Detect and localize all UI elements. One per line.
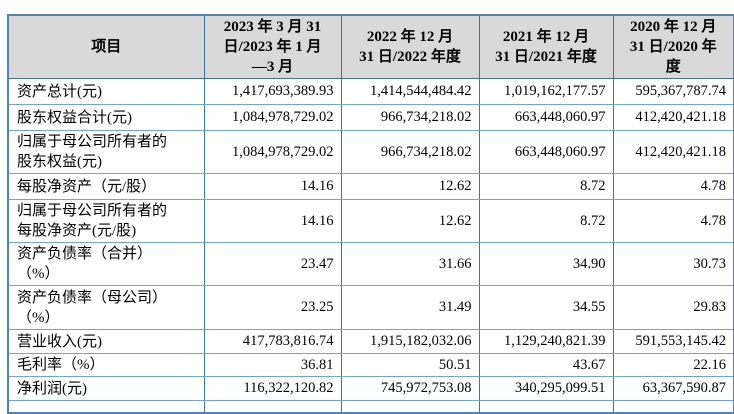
value-cell: 1,129,240,821.39 [478, 329, 614, 354]
value-cell: 63,367,590.87 [612, 376, 734, 401]
value-cell highlighted: 745,972,753.08 [340, 376, 480, 401]
value-cell: 34.90 [478, 242, 614, 286]
value-cell: 31.49 [340, 285, 480, 330]
value-cell: 23.47 [203, 242, 342, 286]
column-header-2022: 2022 年 12 月 31 日/2022 年度 [340, 14, 480, 79]
value-cell: 43.67 [478, 353, 614, 377]
table-row: 资产负债率（母公司） （%） 23.25 31.49 34.55 29.83 [7, 285, 734, 330]
value-cell: 50.51 [340, 353, 480, 377]
financial-table: 项目 2023 年 3 月 31 日/2023 年 1 月 —3 月 2022 … [7, 14, 734, 414]
row-label: 毛利率（%） [7, 353, 205, 377]
value-cell: 1,084,978,729.02 [203, 130, 342, 174]
row-label: 股东权益合计(元) [7, 104, 205, 131]
table-row: 净利润(元) 116,322,120.82 745,972,753.08 340… [7, 376, 734, 401]
row-label: 归属于母公司所有者的 每股净资产(元/股) [7, 199, 205, 243]
table-row: 归属于母公司所有者的 每股净资产(元/股) 14.16 12.62 8.72 4… [7, 199, 734, 243]
table-row-cutoff [7, 400, 734, 413]
value-cell: 412,420,421.18 [612, 130, 734, 174]
table-row: 营业收入(元) 417,783,816.74 1,915,182,032.06 … [7, 329, 734, 354]
empty-cell [203, 400, 342, 413]
column-header-2020: 2020 年 12 月 31 日/2020 年 度 [612, 14, 734, 79]
value-cell: 36.81 [203, 353, 342, 377]
table-row: 资产总计(元) 1,417,693,389.93 1,414,544,484.4… [7, 78, 734, 105]
row-label: 归属于母公司所有者的 股东权益(元) [7, 130, 205, 174]
value-cell: 966,734,218.02 [340, 104, 480, 131]
value-cell: 8.72 [478, 199, 614, 243]
value-cell: 14.16 [203, 173, 342, 200]
value-cell: 31.66 [340, 242, 480, 286]
row-label: 每股净资产（元/股） [7, 173, 205, 200]
value-cell: 591,553,145.42 [612, 329, 734, 354]
value-cell: 29.83 [612, 285, 734, 330]
empty-cell [478, 400, 614, 413]
table-row: 每股净资产（元/股） 14.16 12.62 8.72 4.78 [7, 173, 734, 200]
value-cell: 1,417,693,389.93 [203, 78, 342, 105]
empty-cell [612, 400, 734, 413]
row-label: 资产总计(元) [7, 78, 205, 105]
value-cell: 1,084,978,729.02 [203, 104, 342, 131]
row-label: 资产负债率（合并） （%） [7, 242, 205, 286]
value-cell: 12.62 [340, 173, 480, 200]
table-row: 毛利率（%） 36.81 50.51 43.67 22.16 [7, 353, 734, 377]
value-cell: 966,734,218.02 [340, 130, 480, 174]
table-row: 资产负债率（合并） （%） 23.47 31.66 34.90 30.73 [7, 242, 734, 286]
value-cell: 340,295,099.51 [478, 376, 614, 401]
column-header-2021: 2021 年 12 月 31 日/2021 年度 [478, 14, 614, 79]
value-cell: 1,915,182,032.06 [340, 329, 480, 354]
value-cell: 4.78 [612, 173, 734, 200]
value-cell: 4.78 [612, 199, 734, 243]
table-row: 归属于母公司所有者的 股东权益(元) 1,084,978,729.02 966,… [7, 130, 734, 174]
value-cell: 12.62 [340, 199, 480, 243]
value-cell: 417,783,816.74 [203, 329, 342, 354]
value-cell: 595,367,787.74 [612, 78, 734, 105]
header-row: 项目 2023 年 3 月 31 日/2023 年 1 月 —3 月 2022 … [7, 14, 734, 79]
row-label: 营业收入(元) [7, 329, 205, 354]
empty-cell [7, 400, 205, 413]
financial-summary-table: 项目 2023 年 3 月 31 日/2023 年 1 月 —3 月 2022 … [7, 14, 734, 414]
value-cell: 8.72 [478, 173, 614, 200]
value-cell: 663,448,060.97 [478, 104, 614, 131]
value-cell: 14.16 [203, 199, 342, 243]
column-header-item: 项目 [7, 14, 205, 79]
column-header-2023q1: 2023 年 3 月 31 日/2023 年 1 月 —3 月 [203, 14, 342, 79]
value-cell: 22.16 [612, 353, 734, 377]
value-cell: 30.73 [612, 242, 734, 286]
table-row: 股东权益合计(元) 1,084,978,729.02 966,734,218.0… [7, 104, 734, 131]
value-cell: 116,322,120.82 [203, 376, 342, 401]
value-cell: 412,420,421.18 [612, 104, 734, 131]
row-label: 净利润(元) [7, 376, 205, 401]
row-label: 资产负债率（母公司） （%） [7, 285, 205, 330]
value-cell: 663,448,060.97 [478, 130, 614, 174]
empty-cell [340, 400, 480, 413]
value-cell: 1,414,544,484.42 [340, 78, 480, 105]
value-cell: 1,019,162,177.57 [478, 78, 614, 105]
value-cell: 23.25 [203, 285, 342, 330]
value-cell: 34.55 [478, 285, 614, 330]
